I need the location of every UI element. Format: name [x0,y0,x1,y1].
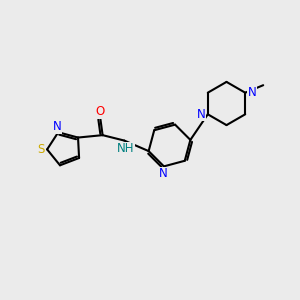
Text: O: O [96,105,105,118]
Text: N: N [197,108,206,121]
Text: S: S [37,143,44,156]
Text: N: N [159,167,168,180]
Text: NH: NH [117,142,134,155]
Text: N: N [52,120,61,134]
Text: N: N [248,86,256,99]
